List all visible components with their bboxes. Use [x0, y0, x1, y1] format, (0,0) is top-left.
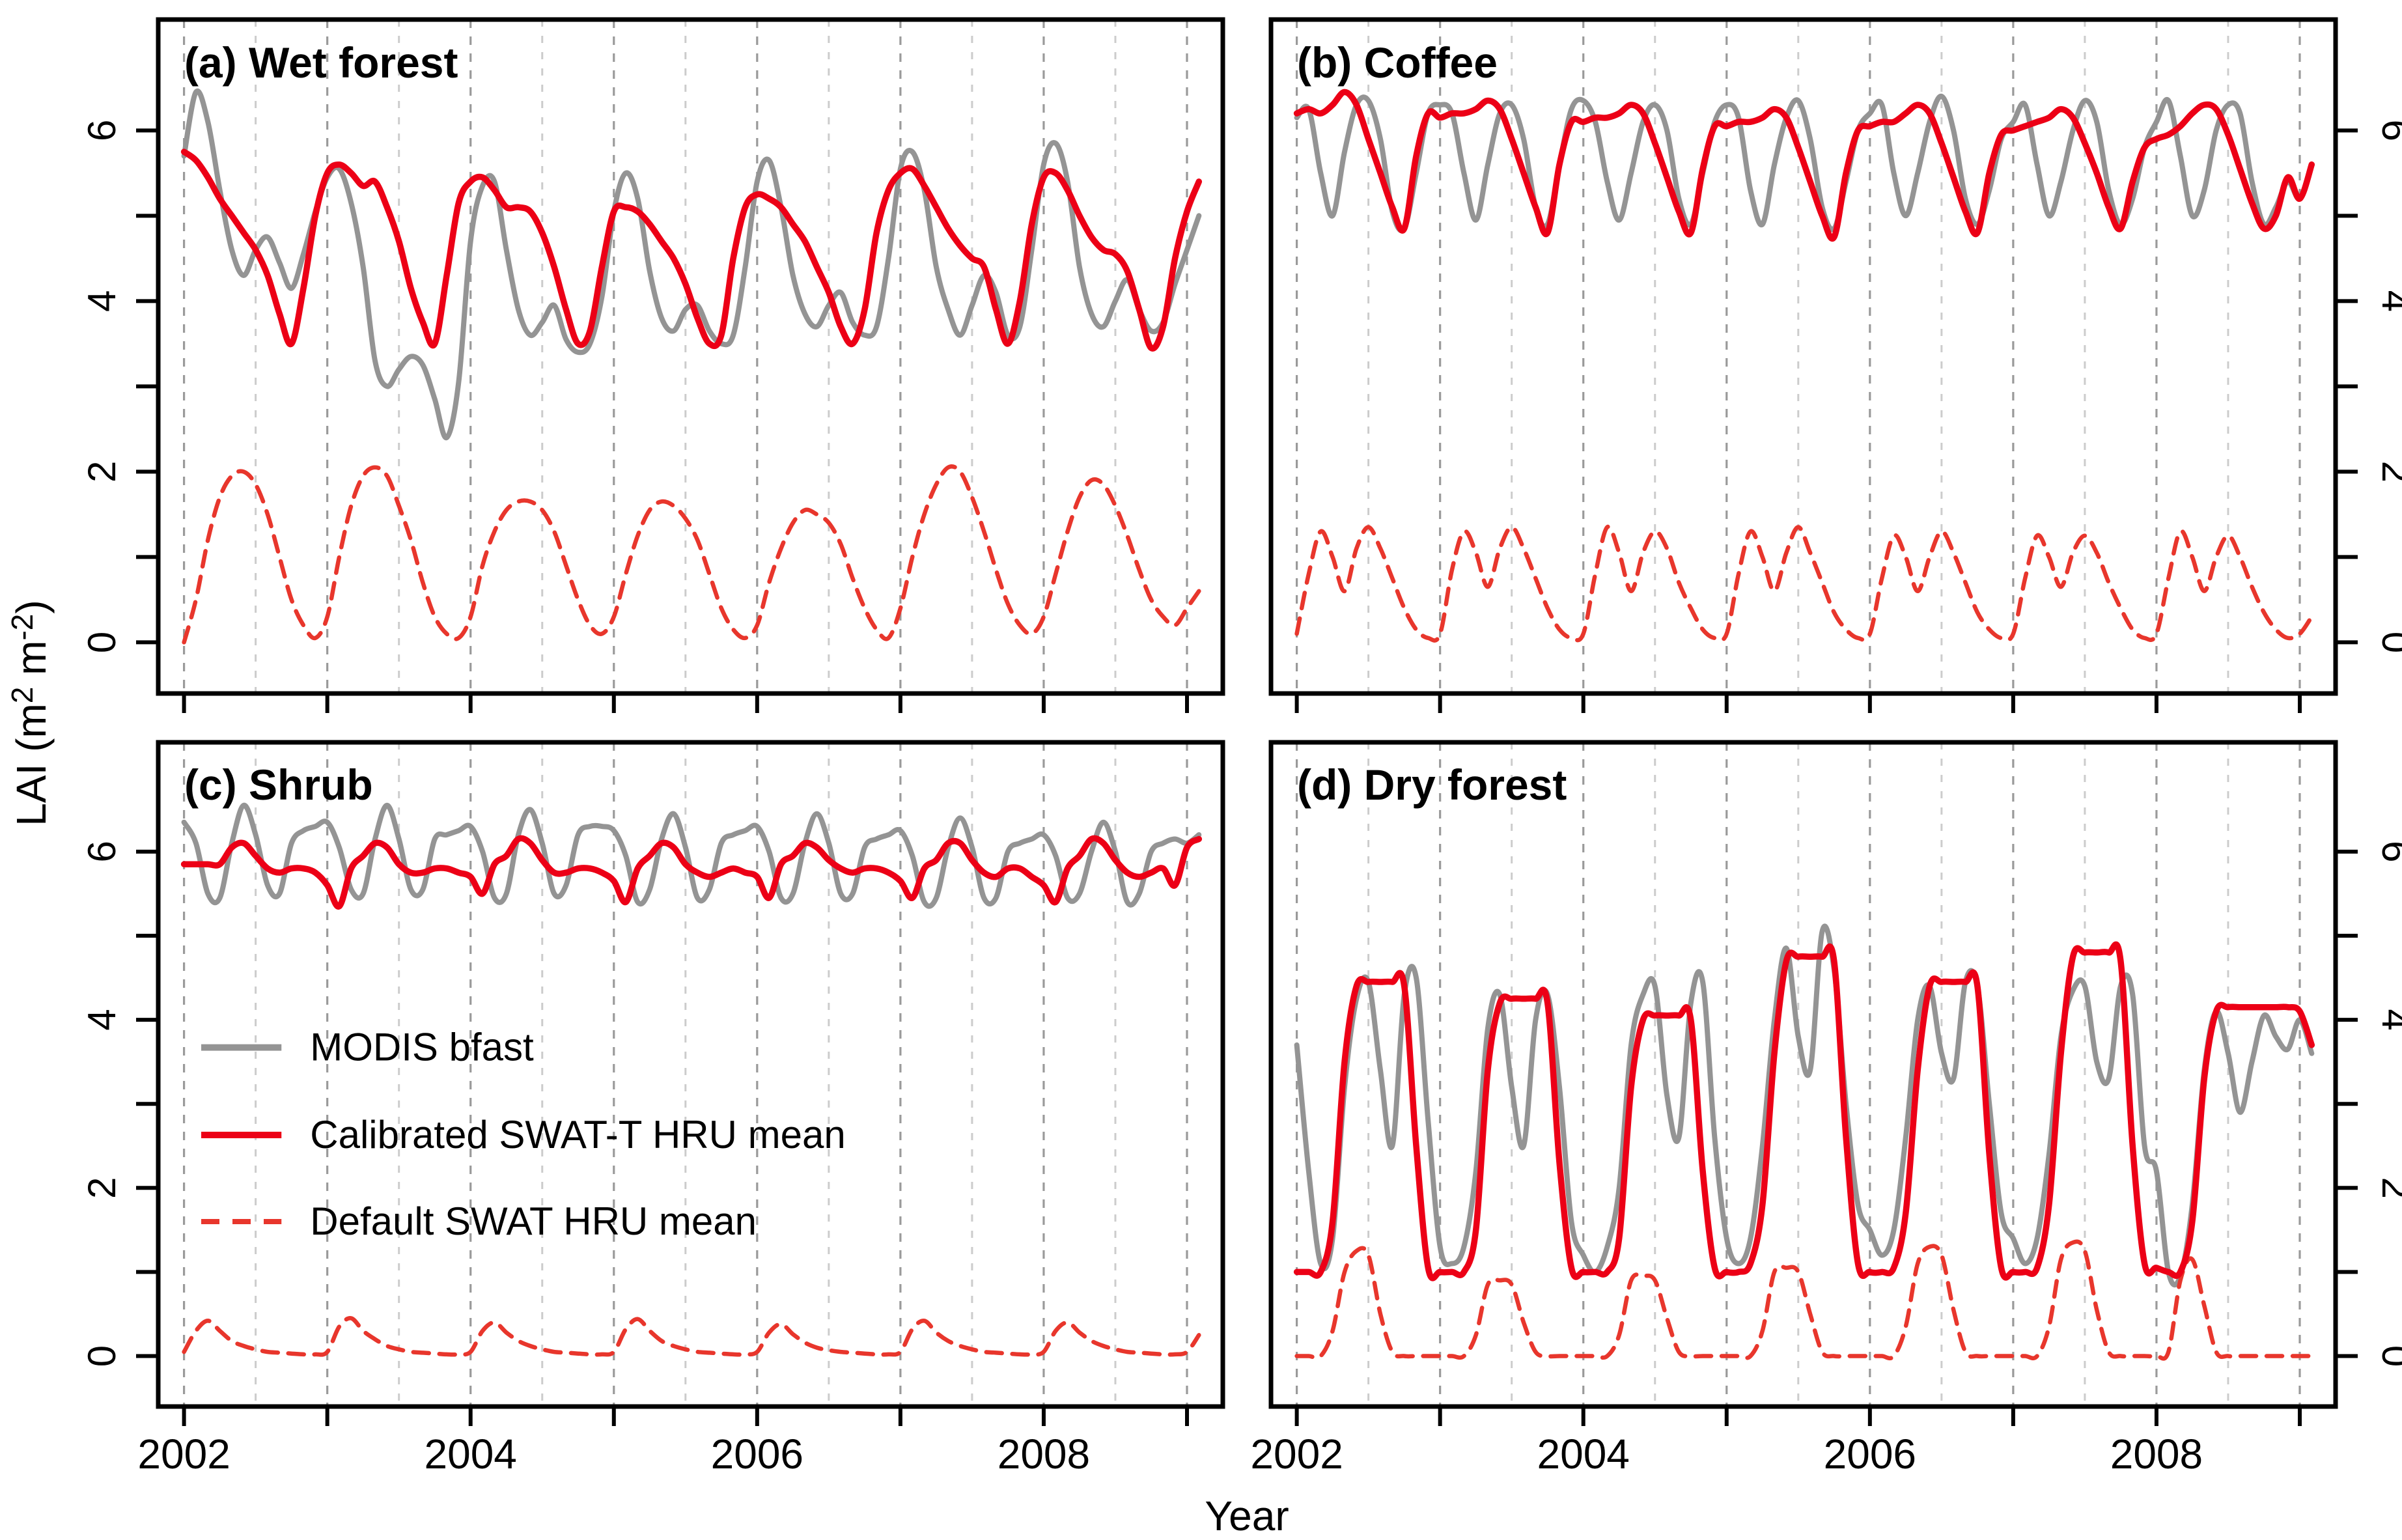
panel-title: (d) Dry forest [1297, 761, 1567, 809]
axis-ticks [1294, 128, 2358, 713]
axis-ticks [136, 849, 1189, 1426]
y-tick-label: 4 [80, 1009, 124, 1030]
y-axis-label-part: ) [8, 600, 55, 613]
x-tick-label: 2008 [998, 1431, 1090, 1477]
y-axis-label-part: LAI (m [8, 703, 55, 826]
y-tick-label: 0 [2374, 1345, 2402, 1367]
gridlines [183, 742, 1188, 1407]
legend-label: Default SWAT HRU mean [310, 1199, 757, 1243]
panel-c: 0 2 4 6 2002 2004 2006 2008 (c) Shrub MODIS bfast… [80, 740, 1225, 1477]
series-line-modis-bfast [181, 88, 1202, 441]
panel-d: 0 2 4 6 2002 2004 2006 2008 (d) Dry forest [1250, 740, 2402, 1477]
y-axis-label-part: m [8, 641, 55, 687]
y-tick-label: 4 [2374, 1009, 2402, 1030]
y-tick-label: 6 [80, 841, 124, 862]
panel-frame [156, 740, 1225, 1409]
x-tick-label: 2002 [1250, 1431, 1343, 1477]
series-line-default-swat [1294, 524, 2314, 643]
x-tick-label: 2004 [425, 1431, 517, 1477]
panel-title: (b) Coffee [1297, 38, 1498, 87]
y-tick-label: 2 [80, 1177, 124, 1199]
y-tick-label: 2 [80, 461, 124, 483]
gridlines [183, 20, 1188, 693]
x-tick-label: 2008 [2110, 1431, 2203, 1477]
legend: MODIS bfast Calibrated SWAT-T HRU mean Def… [201, 1026, 846, 1243]
x-tick-label: 2002 [137, 1431, 230, 1477]
series-line-default-swat [182, 1316, 1201, 1357]
panel-frame [1268, 17, 2338, 696]
series-line-calibrated-swat-t [180, 835, 1203, 910]
y-tick-label: 0 [80, 1345, 124, 1367]
y-tick-label: 6 [80, 120, 124, 141]
axis-ticks [1294, 849, 2358, 1426]
series-line-default-swat [182, 464, 1201, 645]
legend-label: Calibrated SWAT-T HRU mean [310, 1113, 845, 1156]
y-tick-label: 2 [2374, 461, 2402, 483]
y-tick-label: 2 [2374, 1177, 2402, 1199]
y-tick-label: 0 [2374, 632, 2402, 653]
series-line-calibrated-swat-t [180, 148, 1203, 352]
series-line-modis-bfast [1294, 93, 2315, 234]
y-tick-label: 4 [80, 290, 124, 312]
x-axis-label: Year [1205, 1492, 1289, 1539]
x-tick-label: 2006 [711, 1431, 803, 1477]
series-line-calibrated-swat-t [1293, 941, 2315, 1281]
panel-frame [1268, 740, 2338, 1409]
y-axis-label-part: -2 [5, 614, 39, 641]
y-tick-label: 6 [2374, 120, 2402, 141]
series-line-calibrated-swat-t [1293, 89, 2315, 242]
y-axis-label-part: 2 [5, 687, 39, 704]
legend-label: MODIS bfast [310, 1026, 534, 1069]
x-tick-label: 2004 [1537, 1431, 1630, 1477]
series-line-modis-bfast [1294, 923, 2315, 1288]
y-tick-label: 0 [80, 632, 124, 653]
gridlines [1296, 20, 2301, 693]
x-tick-label: 2006 [1824, 1431, 1916, 1477]
series-line-modis-bfast [181, 802, 1202, 909]
y-tick-label: 6 [2374, 841, 2402, 862]
panel-title: (c) Shrub [184, 761, 373, 809]
y-axis-label: LAI (m2 m-2) [5, 600, 55, 826]
series-line-default-swat [1294, 1239, 2314, 1361]
panel-title: (a) Wet forest [184, 38, 458, 87]
y-tick-label: 4 [2374, 290, 2402, 312]
panel-b: 0 2 4 6 (b) Coffee [1268, 17, 2402, 713]
panel-frame [156, 17, 1225, 696]
panel-a: 0 2 4 6 (a) Wet forest [80, 17, 1225, 713]
axis-ticks [136, 128, 1189, 713]
